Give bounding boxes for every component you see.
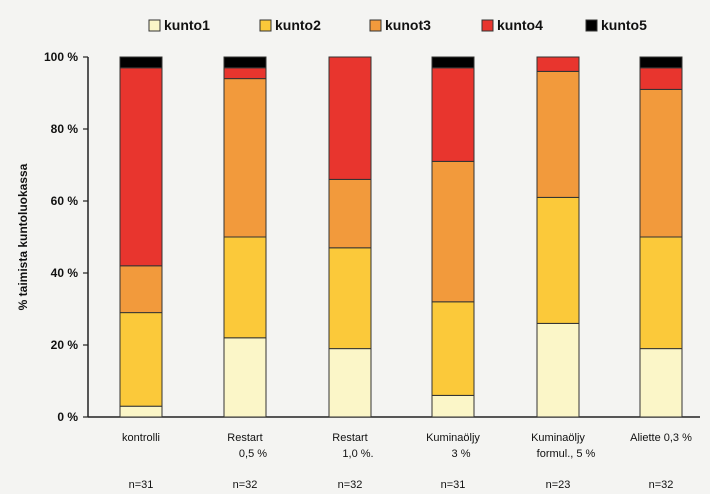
y-tick-label: 80 % [51, 122, 79, 136]
legend-swatch-kunto2 [259, 19, 272, 32]
legend: kunto1 kunto2 kunot3 kunto4 kunto5 [148, 17, 647, 33]
bar-segment-kunot3 [223, 78, 267, 238]
legend-swatch-kunto4 [481, 19, 494, 32]
y-tick-label: 100 % [44, 50, 78, 64]
category-label: formul., 5 % [537, 448, 596, 460]
legend-label-kunto2: kunto2 [275, 17, 321, 33]
bar-segment-kunot3 [639, 88, 683, 238]
category-label: Restart [332, 432, 367, 444]
y-tick-label: 0 % [57, 410, 78, 424]
bar-segment-kunto2 [328, 247, 372, 350]
bar-segment-kunto1 [223, 337, 267, 418]
legend-label-kunot3: kunot3 [385, 17, 431, 33]
bar-segment-kunot3 [328, 178, 372, 249]
bar-segment-kunto2 [223, 236, 267, 339]
bar-segment-kunto4 [328, 56, 372, 180]
bar-segment-kunto2 [639, 236, 683, 350]
bar-segment-kunto2 [536, 196, 580, 324]
legend-swatch-kunot3 [369, 19, 382, 32]
bar-segment-kunot3 [536, 70, 580, 198]
category-label: Restart [227, 432, 262, 444]
y-tick-label: 60 % [51, 194, 79, 208]
category-label: Kuminaöljy [531, 432, 585, 444]
legend-swatch-kunto1 [148, 19, 161, 32]
category-label: 3 % [452, 448, 471, 460]
bar-segment-kunto1 [536, 322, 580, 418]
bar-layer [119, 56, 683, 418]
bar-segment-kunto5 [639, 56, 683, 69]
bar-segment-kunto4 [119, 67, 163, 267]
y-axis-label: % taimista kuntoluokassa [16, 163, 30, 310]
sample-size-label: n=32 [649, 479, 674, 491]
bar-segment-kunto4 [431, 67, 475, 162]
bar-segment-kunto2 [119, 312, 163, 407]
bar-segment-kunto4 [639, 67, 683, 90]
sample-size-label: n=31 [129, 479, 154, 491]
y-axis: 0 % 20 % 40 % 60 % 80 % 100 % [44, 50, 700, 424]
bar-segment-kunto1 [431, 394, 475, 418]
bar-segment-kunto4 [223, 67, 267, 80]
sample-size-label: n=23 [546, 479, 571, 491]
sample-size-label: n=32 [338, 479, 363, 491]
legend-label-kunto4: kunto4 [497, 17, 543, 33]
sample-size-label: n=32 [233, 479, 258, 491]
category-label: Aliette 0,3 % [630, 432, 692, 444]
bar-segment-kunot3 [431, 160, 475, 303]
category-labels: kontrolli n=31 Restart 0,5 % n=32 Restart 1,0 … [122, 432, 692, 491]
category-label: 0,5 % [239, 448, 267, 460]
y-tick-label: 40 % [51, 266, 79, 280]
bar-segment-kunto4 [536, 56, 580, 72]
bar-segment-kunto2 [431, 301, 475, 396]
bar-segment-kunto5 [223, 56, 267, 69]
sample-size-label: n=31 [441, 479, 466, 491]
y-tick-label: 20 % [51, 338, 79, 352]
bar-segment-kunto5 [119, 56, 163, 69]
legend-swatch-kunto5 [585, 19, 598, 32]
legend-label-kunto1: kunto1 [164, 17, 210, 33]
bar-segment-kunto1 [328, 348, 372, 418]
bar-segment-kunto1 [119, 405, 163, 418]
bar-segment-kunot3 [119, 265, 163, 314]
legend-label-kunto5: kunto5 [601, 17, 647, 33]
bar-segment-kunto1 [639, 348, 683, 418]
category-label: kontrolli [122, 432, 160, 444]
bar-segment-kunto5 [431, 56, 475, 69]
category-label: Kuminaöljy [426, 432, 480, 444]
category-label: 1,0 %. [342, 448, 373, 460]
